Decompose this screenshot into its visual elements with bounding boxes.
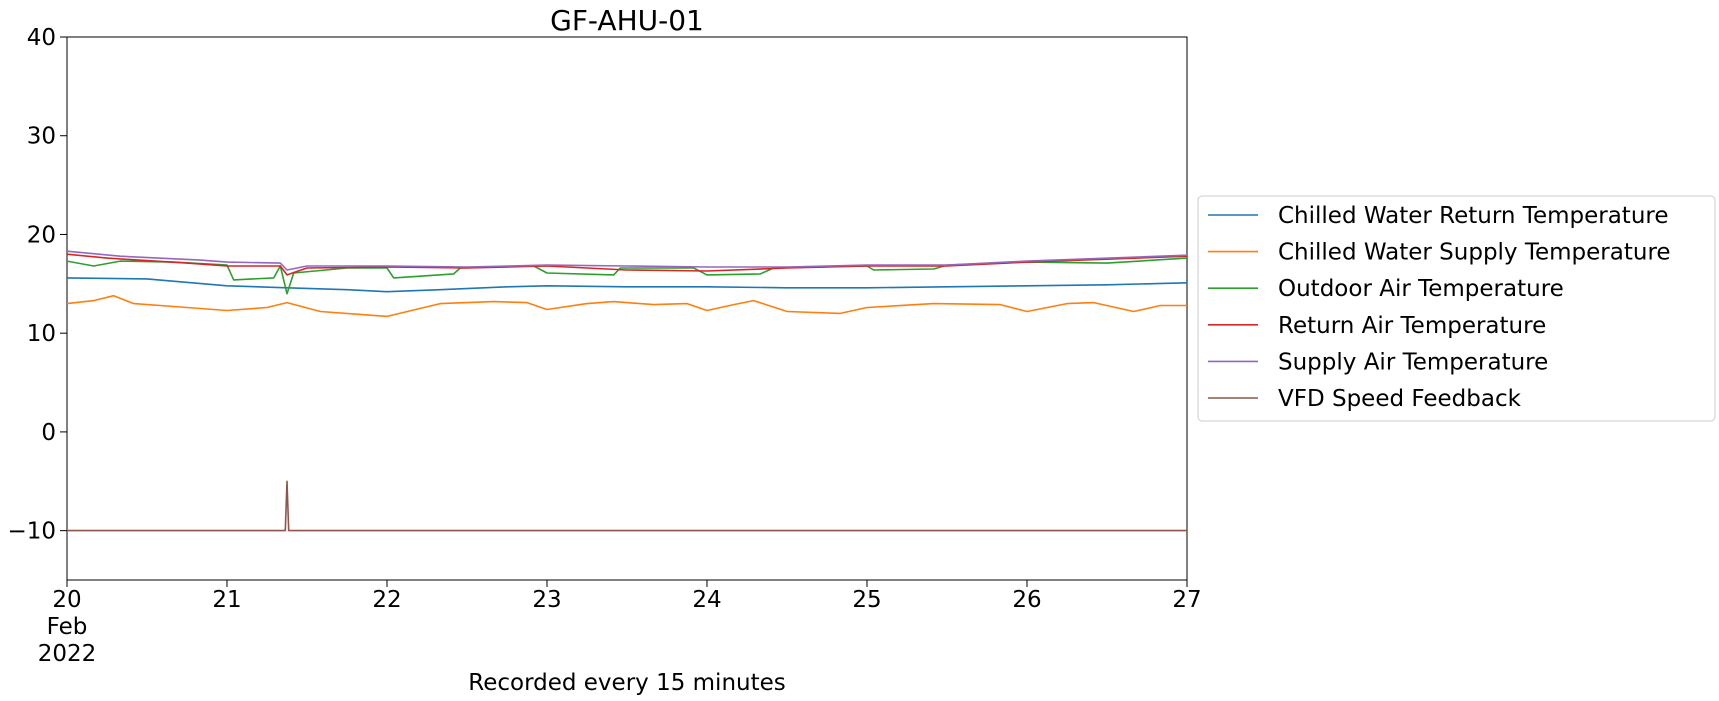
y-tick-label: 40 — [27, 25, 56, 51]
series-line-supply-air-temperature — [66, 250, 1188, 271]
x-tick-label: 22 — [372, 587, 401, 613]
y-axis: 40 30 20 10 0 −10 — [7, 25, 67, 545]
legend-entry-label: VFD Speed Feedback — [1278, 386, 1522, 412]
x-tick-label: 20 — [52, 587, 81, 613]
x-tick-label: 26 — [1012, 587, 1041, 613]
legend-entry-label: Supply Air Temperature — [1278, 349, 1548, 375]
legend-entry-label: Outdoor Air Temperature — [1278, 276, 1564, 302]
legend-entry-label: Chilled Water Supply Temperature — [1278, 240, 1671, 266]
x-tick-sub-year: 2022 — [38, 641, 97, 667]
series-line-outdoor-air-temperature — [66, 257, 1188, 295]
x-axis: 20 21 22 23 24 25 26 27 — [52, 580, 1202, 613]
x-tick-sub-month: Feb — [47, 614, 88, 640]
series-line-vfd-speed-feedback — [67, 480, 1187, 532]
x-tick-label: 24 — [692, 587, 721, 613]
x-tick-label: 27 — [1172, 587, 1201, 613]
chart-title: GF-AHU-01 — [550, 4, 704, 37]
x-tick-label: 25 — [852, 587, 881, 613]
series-line-chilled-water-return-temperature — [66, 277, 1188, 293]
legend: Chilled Water Return Temperature Chilled … — [1197, 195, 1716, 422]
series-line-return-air-temperature — [66, 253, 1188, 276]
x-tick-label: 21 — [212, 587, 241, 613]
y-tick-label: 0 — [41, 420, 56, 446]
y-tick-label: −10 — [7, 519, 56, 545]
y-tick-label: 20 — [27, 222, 56, 248]
series-line-chilled-water-supply-temperature — [66, 294, 1187, 318]
x-tick-label: 23 — [532, 587, 561, 613]
legend-entry-label: Chilled Water Return Temperature — [1278, 203, 1669, 229]
y-tick-label: 10 — [27, 321, 56, 347]
x-axis-label: Recorded every 15 minutes — [468, 670, 786, 696]
series-lines — [66, 250, 1188, 532]
legend-entry-label: Return Air Temperature — [1278, 313, 1546, 339]
plot-frame — [66, 36, 1188, 581]
y-tick-label: 30 — [27, 124, 56, 150]
legend-frame — [1197, 195, 1716, 422]
